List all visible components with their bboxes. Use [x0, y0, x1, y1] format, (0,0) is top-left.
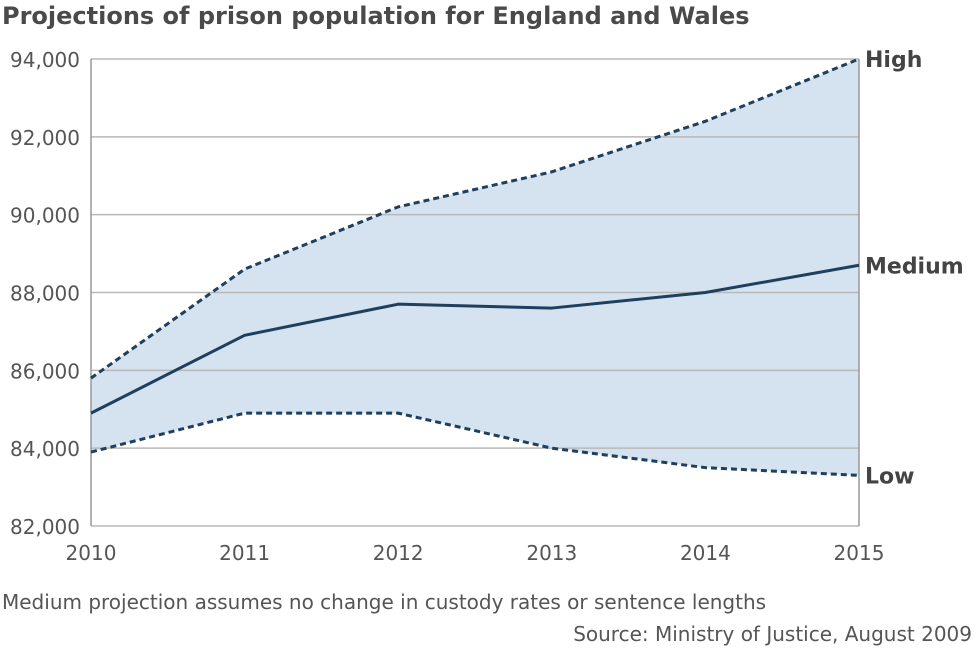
x-tick-label: 2014 — [680, 541, 731, 565]
x-tick-label: 2012 — [373, 541, 424, 565]
y-tick-label: 90,000 — [10, 204, 80, 228]
x-tick-label: 2010 — [66, 541, 117, 565]
tick-and-series-labels: 82,000 84,000 86,000 88,000 90,000 92,000 94,0… — [10, 48, 964, 565]
series-label-high: High — [865, 48, 922, 73]
series-line-medium — [90, 263, 860, 415]
x-tick-label: 2013 — [526, 541, 577, 565]
series-label-low: Low — [865, 464, 914, 489]
series-line-low — [90, 411, 860, 477]
y-tick-label: 92,000 — [10, 126, 80, 150]
axes — [90, 59, 860, 526]
series-lines — [90, 57, 860, 477]
series-line-high — [90, 57, 860, 380]
chart-title: Projections of prison population for Eng… — [2, 2, 750, 30]
y-tick-label: 94,000 — [10, 48, 80, 72]
chart-note: Medium projection assumes no change in c… — [2, 590, 767, 614]
chart-source: Source: Ministry of Justice, August 2009 — [573, 622, 972, 646]
x-tick-label: 2015 — [834, 541, 885, 565]
gridlines — [91, 58, 859, 527]
prison-projection-chart: 82,000 84,000 86,000 88,000 90,000 92,000 94,0… — [10, 48, 964, 565]
y-tick-label: 88,000 — [10, 282, 80, 306]
y-tick-label: 86,000 — [10, 359, 80, 383]
projection-band — [91, 59, 859, 476]
x-tick-label: 2011 — [219, 541, 270, 565]
series-label-medium: Medium — [865, 254, 964, 279]
y-tick-label: 84,000 — [10, 437, 80, 461]
y-tick-label: 82,000 — [10, 515, 80, 539]
projection-range-band — [91, 59, 859, 476]
